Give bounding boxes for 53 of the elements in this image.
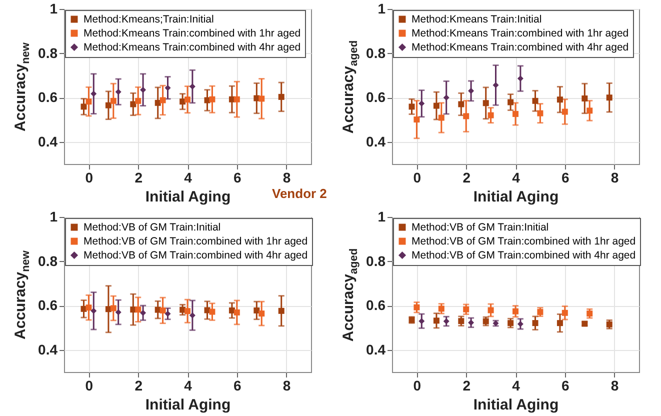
x-tick-label: 6 xyxy=(562,170,570,186)
x-tick-label: 8 xyxy=(282,378,291,394)
legend-label: Method:VB of GM Train:Initial xyxy=(84,221,221,234)
legend-label: Method:Kmeans Train:combined with 1hr aged xyxy=(412,27,629,40)
legend-label: Method:Kmeans Train:combined with 4hr aged xyxy=(84,41,301,54)
x-axis-title: Initial Aging xyxy=(145,188,231,206)
x-tick-label: 2 xyxy=(134,170,143,186)
text: Vendor 2 xyxy=(272,186,327,201)
x-tick-label: 6 xyxy=(234,170,242,186)
y-tick-label: 1 xyxy=(50,0,58,16)
legend-label: Method:VB of GM Train:combined with 4hr aged xyxy=(412,249,636,262)
legend-label: Method:VB of GM Train:combined with 1hr aged xyxy=(84,235,308,248)
x-tick-label: 2 xyxy=(134,378,143,394)
legend-label: Method:Kmeans;Train:Initial xyxy=(84,13,214,26)
x-axis-title: Initial Aging xyxy=(473,396,559,414)
y-tick-label: 1 xyxy=(378,0,386,16)
x-tick-label: 4 xyxy=(184,378,192,394)
y-tick-label: 1 xyxy=(50,208,58,224)
x-tick-label: 8 xyxy=(282,170,291,186)
legend-label: Method:Kmeans Train:combined with 1hr aged xyxy=(84,27,301,40)
y-tick-label: 0.8 xyxy=(38,252,58,269)
y-tick-label: 1 xyxy=(378,208,386,224)
x-tick-label: 2 xyxy=(462,170,471,186)
y-tick-label: 0.4 xyxy=(366,133,386,150)
y-tick-label: 0.8 xyxy=(366,252,386,269)
x-tick-label: 6 xyxy=(234,378,242,394)
x-tick-label: 8 xyxy=(610,170,619,186)
legend-label: Method:VB of GM Train:combined with 4hr aged xyxy=(84,249,308,262)
y-tick-label: 0.8 xyxy=(38,44,58,61)
y-tick-label: 0.4 xyxy=(38,341,58,358)
y-tick-label: 0.6 xyxy=(38,297,58,314)
y-tick-label: 0.6 xyxy=(366,89,386,106)
x-tick-label: 4 xyxy=(184,170,192,186)
x-tick-label: 8 xyxy=(610,378,619,394)
x-tick-label: 0 xyxy=(413,378,422,394)
x-tick-label: 6 xyxy=(562,378,570,394)
x-axis-title: Initial Aging xyxy=(145,396,231,414)
x-tick-label: 4 xyxy=(512,170,520,186)
x-tick-label: 2 xyxy=(462,378,471,394)
x-tick-label: 0 xyxy=(85,170,94,186)
y-tick-label: 0.6 xyxy=(38,89,58,106)
y-tick-label: 0.4 xyxy=(366,341,386,358)
legend-label: Method:VB of GM Train:Initial xyxy=(412,221,549,234)
x-tick-label: 0 xyxy=(413,170,422,186)
legend-label: Method:Kmeans Train:combined with 4hr aged xyxy=(412,41,629,54)
y-tick-label: 0.8 xyxy=(366,44,386,61)
y-tick-label: 0.4 xyxy=(38,133,58,150)
x-tick-label: 0 xyxy=(85,378,94,394)
y-tick-label: 0.6 xyxy=(366,297,386,314)
legend-label: Method:VB of GM Train:combined with 1hr aged xyxy=(412,235,636,248)
legend-label: Method:Kmeans Train:Initial xyxy=(412,13,542,26)
x-axis-title: Initial Aging xyxy=(473,188,559,206)
x-tick-label: 4 xyxy=(512,378,520,394)
